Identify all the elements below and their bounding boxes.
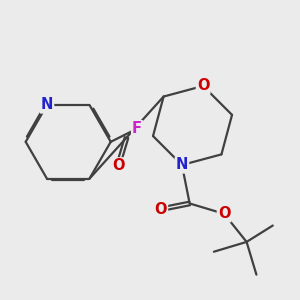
Text: O: O: [197, 79, 209, 94]
Text: N: N: [176, 158, 188, 172]
Text: O: O: [112, 158, 124, 173]
Text: O: O: [154, 202, 167, 217]
Text: O: O: [218, 206, 230, 221]
Text: N: N: [41, 98, 53, 112]
Text: F: F: [132, 121, 142, 136]
